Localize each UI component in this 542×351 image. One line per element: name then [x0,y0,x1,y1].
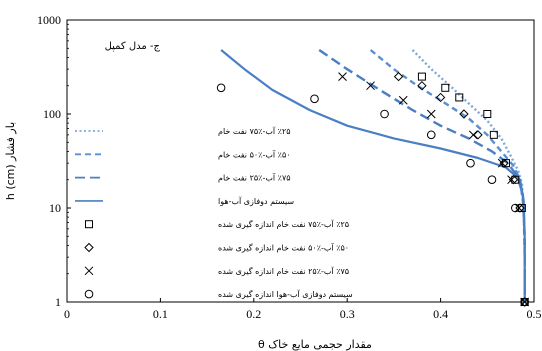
series-4-point-0 [417,72,426,81]
series-7-point-7 [520,297,529,307]
plot-frame [66,19,535,303]
series-line-1 [369,49,526,302]
legend-swatch-6 [84,266,94,276]
y-tick-label-1: 10 [49,201,61,215]
series-5-point-3 [459,109,469,119]
series-6-point-5 [497,158,507,168]
series-4-point-3 [483,110,492,118]
y-tick-label-2: 100 [43,107,61,121]
series-4-point-2 [455,93,464,102]
x-axis-label: θ مقدار حجمی مایع خاک [258,338,372,351]
series-6-point-2 [398,95,408,105]
plot-area [66,19,535,307]
series-7-point-3 [426,130,436,140]
legend-label-2: ٪۷۵ آب-٪۲۵ نفت خام [218,173,291,183]
legend-label-4: ٪۲۵ آب-٪۷۵ نفت خام اندازه گیری شده [218,219,349,229]
series-4-point-1 [441,83,450,92]
series-7-point-2 [380,109,389,119]
series-7-point-6 [511,203,520,213]
model-curves [220,49,526,302]
legend-label-0: ٪۲۵ آب-٪۷۵ نفت خام [218,126,291,136]
series-6-point-3 [426,109,436,119]
series-5-point-2 [435,92,446,103]
legend-label-3: سیستم دوفازی آب-هوا [218,196,294,206]
series-6-point-1 [366,81,375,91]
series-5-point-4 [473,130,483,140]
legend-swatch-5 [84,242,94,253]
series-4-point-4 [489,130,498,139]
x-tick-label-1: 0.1 [153,307,168,321]
x-tick-label-4: 0.4 [433,307,448,321]
y-axis-label: h (cm) بار فشار [4,122,17,200]
axis-ticks [66,19,535,303]
series-7-point-5 [487,175,497,185]
legend-label-1: ٪۵۰ آب-٪۵۰ نفت خام [218,149,291,159]
series-6-point-6 [507,175,516,185]
series-6-point-0 [338,72,347,81]
x-tick-label-2: 0.2 [246,307,261,321]
series-6-point-4 [468,130,478,140]
x-tick-label-3: 0.3 [340,307,355,321]
y-tick-label-0: 1 [55,295,61,309]
series-5-point-0 [393,71,404,82]
y-tick-label-3: 1000 [37,13,61,27]
measured-points [216,71,530,307]
x-tick-label-0: 0 [64,307,70,321]
legend-label-6: ٪۷۵ آب-٪۲۵ نفت خام اندازه گیری شده [218,266,349,276]
series-line-3 [220,49,526,302]
x-tick-label-5: 0.5 [527,307,542,321]
inset-label: ج- مدل کمپل [105,41,161,52]
legend: ٪۲۵ آب-٪۷۵ نفت خام ٪۵۰ آب-٪۵۰ نفت خام ٪۷۵ … [75,126,353,299]
legend-swatch-7 [84,289,94,299]
legend-swatch-4 [85,220,93,229]
series-7-point-4 [466,158,475,168]
legend-label-5: ٪۵۰ آب-٪۵۰ نفت خام اندازه گیری شده [218,243,349,253]
tick-labels: 0 0.1 0.2 0.3 0.4 0.5 1 10 100 1000 [37,13,542,321]
series-5-point-1 [417,80,427,91]
series-7-point-0 [216,83,226,93]
legend-label-7: سیستم دوفازی آب-هوا اندازه گیری شده [218,289,353,299]
series-7-point-1 [310,94,319,104]
